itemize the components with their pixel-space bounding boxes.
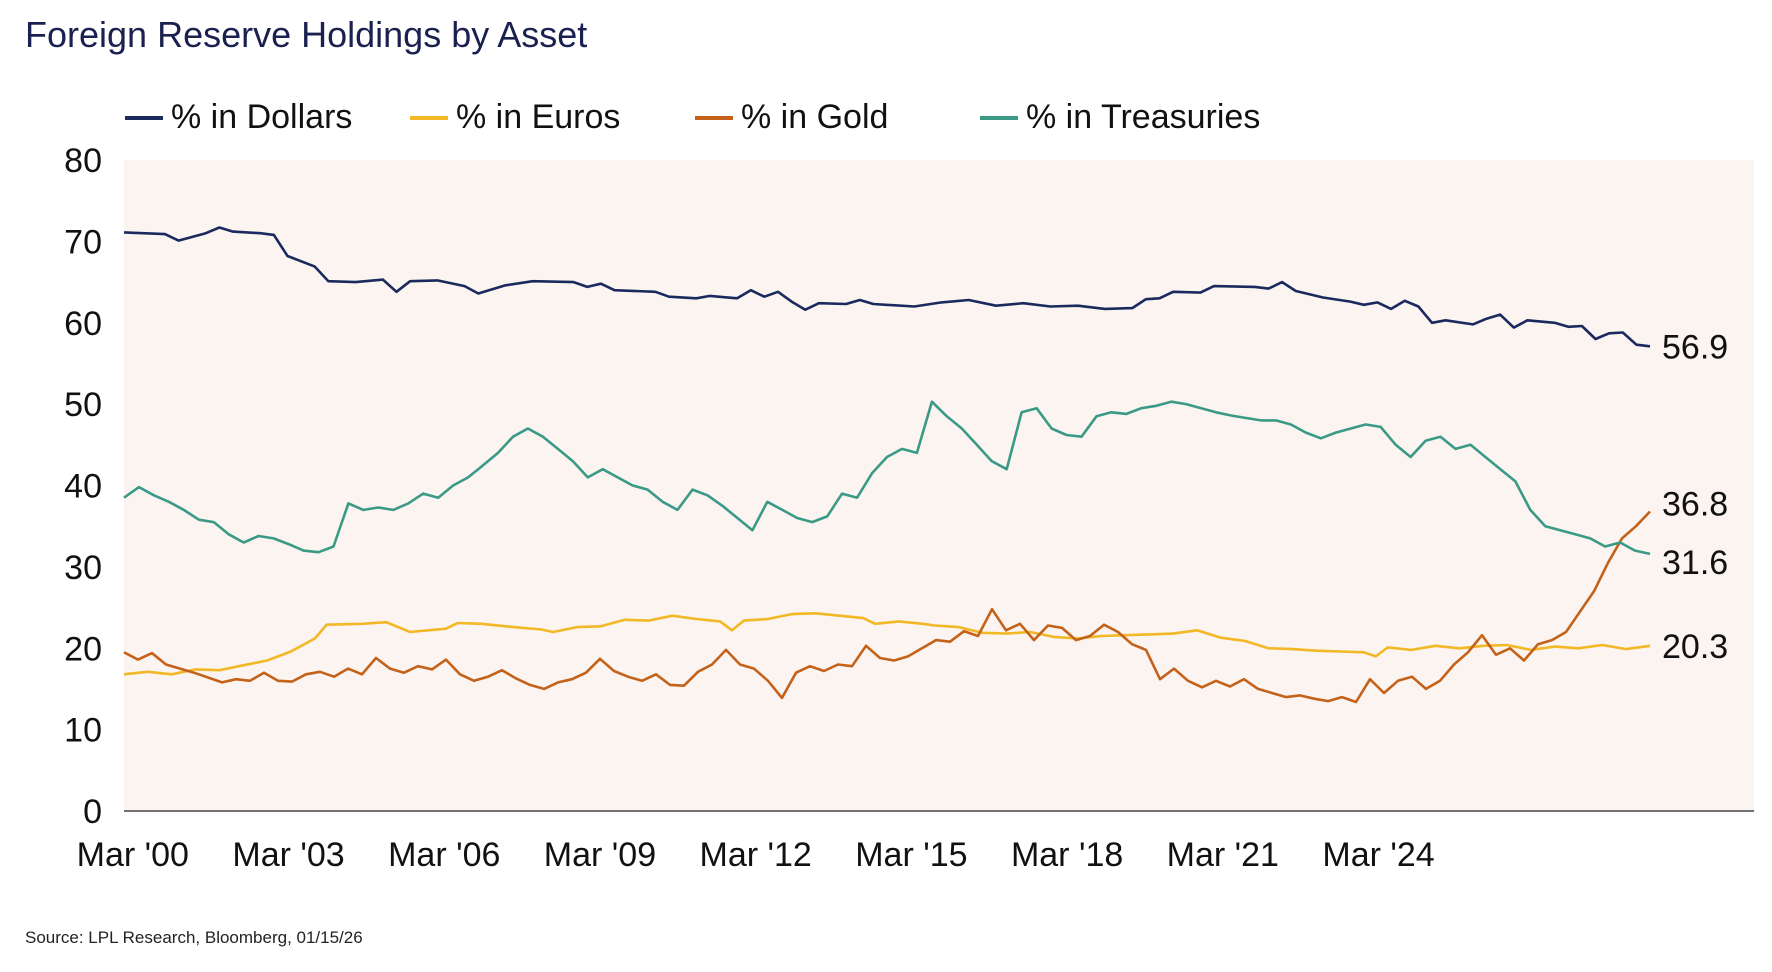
series-line-treasuries: [123, 400, 1651, 556]
end-label-euros: 20.3: [1662, 628, 1728, 666]
y-tick-label: 20: [64, 630, 102, 668]
chart-title: Foreign Reserve Holdings by Asset: [25, 14, 588, 55]
y-axis-ticks: 0 10 20 30 40 50 60 70 80: [64, 142, 102, 831]
y-tick-label: 80: [64, 142, 102, 180]
y-tick-label: 70: [64, 223, 102, 261]
end-label-gold: 36.8: [1662, 486, 1728, 524]
source-note: Source: LPL Research, Bloomberg, 01/15/2…: [25, 928, 363, 947]
end-labels: 56.9 20.3 36.8 31.6: [1662, 328, 1728, 665]
y-tick-label: 10: [64, 712, 102, 750]
legend-item-treasuries: % in Treasuries: [980, 98, 1260, 137]
end-label-treasuries: 31.6: [1662, 544, 1728, 582]
legend-swatch-euros: [410, 115, 448, 120]
y-tick-label: 60: [64, 305, 102, 343]
series-line-dollars: [123, 226, 1651, 348]
x-tick-label: Mar '06: [388, 836, 500, 874]
legend-swatch-treasuries: [980, 115, 1018, 120]
end-label-dollars: 56.9: [1662, 328, 1728, 366]
x-tick-label: Mar '24: [1322, 836, 1434, 874]
y-tick-label: 50: [64, 386, 102, 424]
legend-label-gold: % in Gold: [741, 98, 889, 136]
series-line-euros: [123, 612, 1651, 676]
legend-label-treasuries: % in Treasuries: [1026, 98, 1261, 136]
legend-item-gold: % in Gold: [695, 98, 888, 137]
x-tick-label: Mar '09: [544, 836, 656, 874]
y-tick-label: 40: [64, 468, 102, 506]
legend-item-euros: % in Euros: [410, 98, 620, 137]
y-tick-label: 0: [83, 793, 102, 831]
plot-area: [124, 160, 1754, 810]
y-tick-label: 30: [64, 549, 102, 587]
x-tick-label: Mar '00: [77, 836, 189, 874]
series-lines: [123, 226, 1651, 704]
x-tick-label: Mar '15: [855, 836, 967, 874]
x-axis-ticks: Mar '00 Mar '03 Mar '06 Mar '09 Mar '12 Mar '…: [77, 836, 1435, 874]
series-line-gold: [123, 510, 1651, 704]
x-tick-label: Mar '21: [1167, 836, 1279, 874]
legend-swatch-dollars: [125, 115, 163, 120]
x-tick-label: Mar '12: [700, 836, 812, 874]
x-tick-label: Mar '03: [232, 836, 344, 874]
legend-label-dollars: % in Dollars: [171, 98, 353, 136]
legend-label-euros: % in Euros: [456, 98, 621, 136]
legend-item-dollars: % in Dollars: [125, 98, 352, 137]
legend-swatch-gold: [695, 115, 733, 120]
x-tick-label: Mar '18: [1011, 836, 1123, 874]
